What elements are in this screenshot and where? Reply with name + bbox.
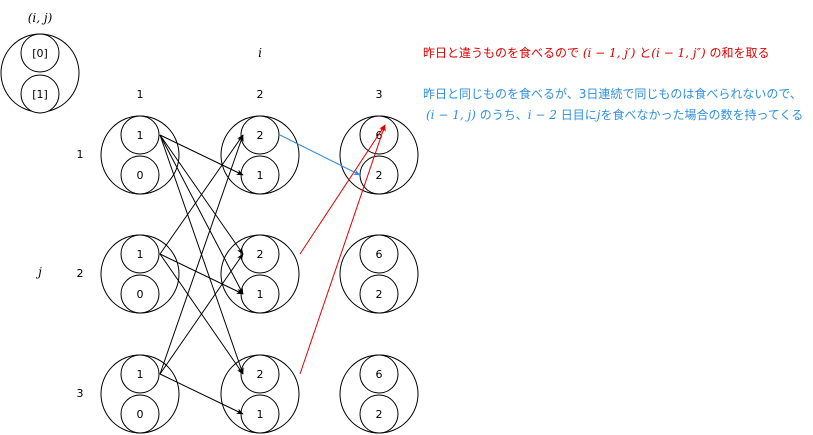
node-bottom-value: 0 bbox=[137, 169, 144, 182]
legend-key-title: (i, j) bbox=[28, 11, 53, 25]
node-bottom-value: 0 bbox=[137, 288, 144, 301]
legend-red-math2: (i − 1, j″) bbox=[651, 46, 705, 60]
node-top-value: 2 bbox=[257, 129, 264, 142]
node-3-3: 62 bbox=[340, 355, 418, 433]
legend-blue-part3: を食べなかった場合の数を持ってくる bbox=[600, 108, 803, 122]
legend-blue-part2: 日目に bbox=[561, 108, 597, 122]
node-top-value: 6 bbox=[376, 368, 383, 381]
row-label-1: 1 bbox=[77, 148, 84, 161]
legend-red-part3: の和を取る bbox=[709, 46, 769, 60]
node-bottom-value: 2 bbox=[376, 408, 383, 421]
node-top-value: 1 bbox=[137, 248, 144, 261]
node-bottom-value: 2 bbox=[376, 169, 383, 182]
legend-red-part2: と bbox=[639, 46, 651, 60]
node-3-2: 62 bbox=[340, 235, 418, 313]
column-label-1: 1 bbox=[137, 88, 144, 101]
node-top-value: 2 bbox=[257, 368, 264, 381]
legend-red-text: 昨日と違うものを食べるので (i − 1, j′) と(i − 1, j″) の… bbox=[423, 44, 769, 61]
column-label-2: 2 bbox=[257, 88, 264, 101]
legend-red-math1: (i − 1, j′) bbox=[583, 46, 636, 60]
legend-blue-math2: i − 2 bbox=[528, 108, 557, 122]
legend-blue-line1: 昨日と同じものを食べるが、3日連続で同じものは食べられないので、 bbox=[423, 85, 802, 102]
node-bottom-value: 1 bbox=[257, 169, 264, 182]
legend-blue-part1: のうち、 bbox=[480, 108, 528, 122]
node-top-value: 1 bbox=[137, 129, 144, 142]
node-3-1: 62 bbox=[340, 116, 418, 194]
legend-key-top-slot: [0] bbox=[32, 47, 48, 60]
node-1-3: 10 bbox=[101, 355, 179, 433]
legend-key: (i, j) [0] [1] bbox=[1, 11, 79, 113]
node-1-2: 10 bbox=[101, 235, 179, 313]
axis-i-label: i bbox=[258, 46, 262, 60]
row-label-3: 3 bbox=[77, 387, 84, 400]
node-bottom-value: 0 bbox=[137, 408, 144, 421]
node-2-3: 21 bbox=[221, 355, 299, 433]
legend-red-part1: 昨日と違うものを食べるので bbox=[423, 46, 579, 60]
node-top-value: 1 bbox=[137, 368, 144, 381]
legend-blue-math1: (i − 1, j) bbox=[426, 108, 476, 122]
legend-blue-line1-text: 昨日と同じものを食べるが、3日連続で同じものは食べられないので、 bbox=[423, 87, 802, 101]
node-top-value: 2 bbox=[257, 248, 264, 261]
node-bottom-value: 1 bbox=[257, 288, 264, 301]
legend-key-bottom-slot: [1] bbox=[32, 88, 48, 101]
axis-j-label: j bbox=[35, 265, 42, 279]
legend-blue-line2: (i − 1, j) のうち、i − 2 日目にjを食べなかった場合の数を持って… bbox=[426, 106, 803, 123]
column-label-3: 3 bbox=[376, 88, 383, 101]
row-label-2: 2 bbox=[77, 267, 84, 280]
node-2-1: 21 bbox=[221, 116, 299, 194]
node-bottom-value: 1 bbox=[257, 408, 264, 421]
node-top-value: 6 bbox=[376, 248, 383, 261]
node-bottom-value: 2 bbox=[376, 288, 383, 301]
